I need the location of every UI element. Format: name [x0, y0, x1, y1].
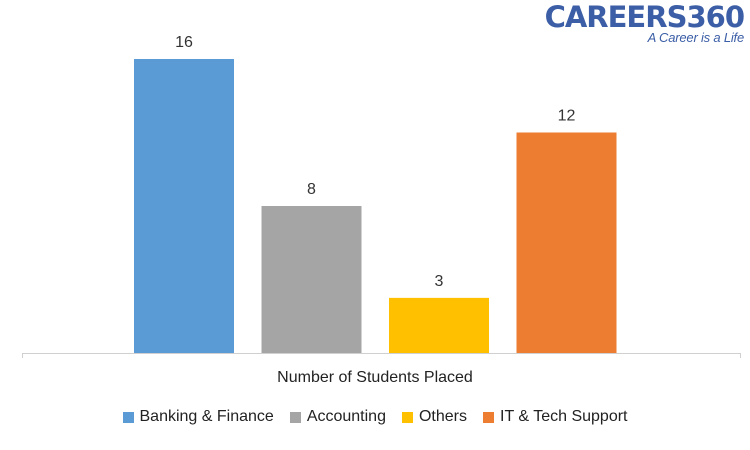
legend-item-2: Others: [401, 408, 467, 426]
legend-swatch-2: [401, 411, 413, 423]
x-axis-label: Number of Students Placed: [277, 369, 473, 386]
data-label-1: 8: [307, 181, 316, 198]
careers360-logo: CAREERS360 A Career is a Life: [544, 0, 745, 45]
bar-2: [389, 297, 489, 353]
legend-swatch-0: [122, 411, 134, 423]
legend-label-3: IT & Tech Support: [500, 408, 628, 425]
data-label-2: 3: [435, 273, 444, 290]
bar-0: [134, 59, 234, 353]
legend-item-0: Banking & Finance: [122, 408, 274, 426]
legend-label-0: Banking & Finance: [139, 408, 274, 425]
legend-swatch-3: [483, 411, 494, 423]
legend-item-1: Accounting: [289, 408, 386, 426]
logo-tagline: A Career is a Life: [647, 30, 745, 45]
legend: Banking & Finance Accounting Others IT & Te…: [0, 408, 750, 426]
legend-label-2: Others: [418, 408, 467, 425]
data-label-3: 12: [558, 108, 576, 125]
bar-3: [516, 132, 617, 353]
bar-1: [261, 206, 362, 353]
legend-swatch-1: [289, 411, 301, 423]
logo-name: CAREERS360: [544, 0, 745, 34]
legend-item-3: IT & Tech Support: [483, 408, 627, 426]
data-label-0: 16: [175, 34, 193, 51]
legend-label-1: Accounting: [306, 408, 386, 425]
